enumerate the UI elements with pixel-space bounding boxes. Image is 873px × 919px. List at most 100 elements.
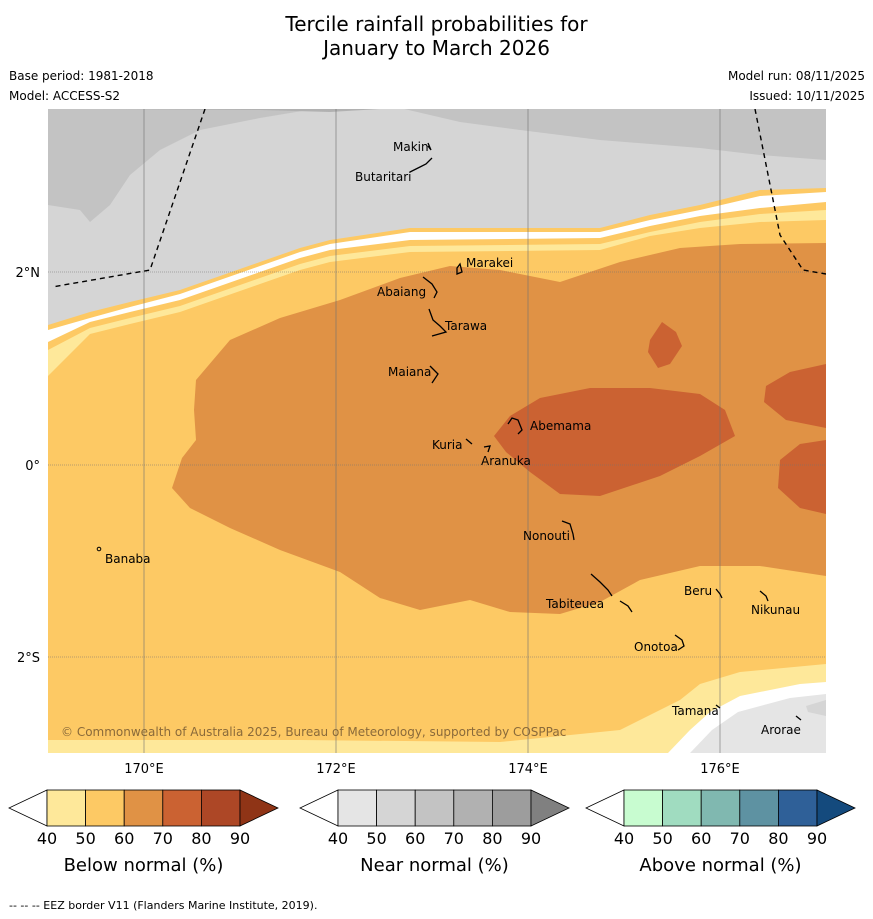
- meta-left: Base period: 1981-2018 Model: ACCESS-S2: [9, 66, 154, 106]
- label-makin: Makin: [393, 140, 429, 154]
- colorbar-near-tick-90: 90: [521, 829, 541, 848]
- island-labels: Makin Butaritari Marakei Abaiang Tarawa …: [105, 140, 801, 737]
- colorbar-above-extend-high: [816, 789, 856, 827]
- label-nikunau: Nikunau: [751, 603, 800, 617]
- colorbar-above-extend-low: [585, 789, 625, 827]
- region-near-60-70-south: [806, 700, 826, 716]
- lat-label-2n: 2°N: [16, 266, 41, 281]
- colorbar-above-tick-80: 80: [768, 829, 788, 848]
- island-shape-maiana: [429, 365, 439, 384]
- region-near-70-80: [48, 109, 826, 222]
- colorbar-near: 40 50 60 70 80 90 Near normal (%): [299, 789, 570, 876]
- label-tabiteuea: Tabiteuea: [545, 597, 604, 611]
- colorbar-above-bin-60: [700, 789, 741, 827]
- colorbar-above-bin-80: [778, 789, 818, 827]
- colorbar-below-tick-80: 80: [191, 829, 211, 848]
- island-shape-arorae: [795, 715, 802, 721]
- colorbar-below-tick-70: 70: [153, 829, 173, 848]
- colorbar-near-extend-high: [530, 789, 570, 827]
- colorbar-below-bin-70: [162, 789, 202, 827]
- label-butaritari: Butaritari: [355, 170, 412, 184]
- model-run: Model run: 08/11/2025: [727, 69, 865, 83]
- island-shape-makin: [427, 142, 432, 151]
- meta-right: Model run: 08/11/2025 Issued: 10/11/2025: [728, 66, 865, 106]
- lon-label-174: 174°E: [508, 762, 548, 777]
- colorbar-below-bin-80: [200, 789, 241, 827]
- colorbar-near-tick-50: 50: [366, 829, 386, 848]
- label-marakei: Marakei: [466, 256, 513, 270]
- copyright-text: © Commonwealth of Australia 2025, Bureau…: [61, 725, 566, 739]
- colorbar-above-tick-60: 60: [691, 829, 711, 848]
- lat-label-2s: 2°S: [17, 651, 40, 666]
- label-abaiang: Abaiang: [377, 285, 426, 299]
- eez-border: [51, 109, 826, 288]
- label-beru: Beru: [684, 584, 712, 598]
- colorbar-above-tick-70: 70: [730, 829, 750, 848]
- grid-lines: [48, 109, 826, 753]
- lon-label-172: 172°E: [316, 762, 356, 777]
- colorbar-near-tick-70: 70: [444, 829, 464, 848]
- colorbar-above-bin-50: [662, 789, 702, 827]
- map-plot-area: Makin Butaritari Marakei Abaiang Tarawa …: [48, 109, 826, 753]
- colorbar-below-extend-high: [239, 789, 279, 827]
- colorbar-below-extend-low: [8, 789, 48, 827]
- island-shape-abaiang: [422, 276, 438, 299]
- colorbar-above-title: Above normal (%): [639, 855, 801, 876]
- colorbar-near-bin-40: [337, 789, 377, 827]
- island-outlines: [409, 142, 802, 721]
- island-shape-beru: [715, 588, 723, 599]
- label-aranuka: Aranuka: [481, 454, 531, 468]
- colorbar-below-title: Below normal (%): [64, 855, 224, 876]
- region-below-70-80-centre: [494, 388, 735, 496]
- title-line-1: Tercile rainfall probabilities for: [285, 12, 588, 36]
- region-below-70-80-east-2: [778, 440, 826, 514]
- colorbar-below-tick-50: 50: [75, 829, 95, 848]
- island-shape-abemama: [507, 417, 523, 435]
- map-title: Tercile rainfall probabilities for Janua…: [0, 12, 873, 60]
- colorbar-below-tick-90: 90: [230, 829, 250, 848]
- issued-date: Issued: 10/11/2025: [749, 89, 865, 103]
- region-near-50-60-south: [690, 694, 826, 753]
- label-maiana: Maiana: [388, 365, 431, 379]
- colorbar-above: 40 50 60 70 80 90 Above normal (%): [585, 789, 856, 876]
- island-shape-nikunau: [759, 590, 769, 602]
- label-nonouti: Nonouti: [523, 529, 570, 543]
- lon-label-176: 176°E: [700, 762, 740, 777]
- label-tarawa: Tarawa: [444, 319, 487, 333]
- colorbar-below-tick-60: 60: [114, 829, 134, 848]
- island-shape-aranuka: [483, 445, 491, 453]
- eez-border-east: [754, 109, 826, 275]
- label-abemama: Abemama: [530, 419, 591, 433]
- island-shape-tabiteuea-south: [619, 600, 633, 613]
- lat-label-0: 0°: [25, 459, 40, 474]
- title-line-2: January to March 2026: [323, 36, 550, 60]
- gap-band-north: [48, 192, 826, 342]
- island-shape-tarawa: [428, 308, 448, 337]
- base-period: Base period: 1981-2018: [9, 69, 154, 83]
- model-name: Model: ACCESS-S2: [9, 89, 121, 103]
- region-near-60-70: [48, 109, 826, 325]
- colorbar-near-bin-80: [491, 789, 532, 827]
- colorbar-above-bin-40: [623, 789, 663, 827]
- label-banaba: Banaba: [105, 552, 151, 566]
- lon-label-170: 170°E: [124, 762, 164, 777]
- eez-footer-note: -- -- -- EEZ border V11 (Flanders Marine…: [9, 899, 318, 912]
- colorbar-near-tick-60: 60: [405, 829, 425, 848]
- island-shape-nonouti: [561, 520, 575, 541]
- axis-labels: 2°N 0° 2°S 170°E 172°E 174°E 176°E: [16, 266, 740, 777]
- colorbar-below: 40 50 60 70 80 90 Below normal (%): [8, 789, 279, 876]
- colorbar-near-tick-40: 40: [328, 829, 348, 848]
- colorbar-above-bin-70: [739, 789, 779, 827]
- region-below-70-80-east-1: [764, 364, 826, 428]
- colorbar-below-bin-40: [46, 789, 86, 827]
- colorbar-near-extend-low: [299, 789, 339, 827]
- region-below-70-80-small: [648, 322, 682, 368]
- colorbar-near-bin-50: [376, 789, 416, 827]
- colorbar-above-tick-50: 50: [652, 829, 672, 848]
- eez-border-west: [51, 109, 206, 288]
- colorbar-near-bin-60: [414, 789, 455, 827]
- colorbar-group: 40 50 60 70 80 90 Below normal (%) 40 50 60 70 80 90…: [8, 789, 856, 876]
- colorbar-below-bin-60: [123, 789, 164, 827]
- label-arorae: Arorae: [761, 723, 801, 737]
